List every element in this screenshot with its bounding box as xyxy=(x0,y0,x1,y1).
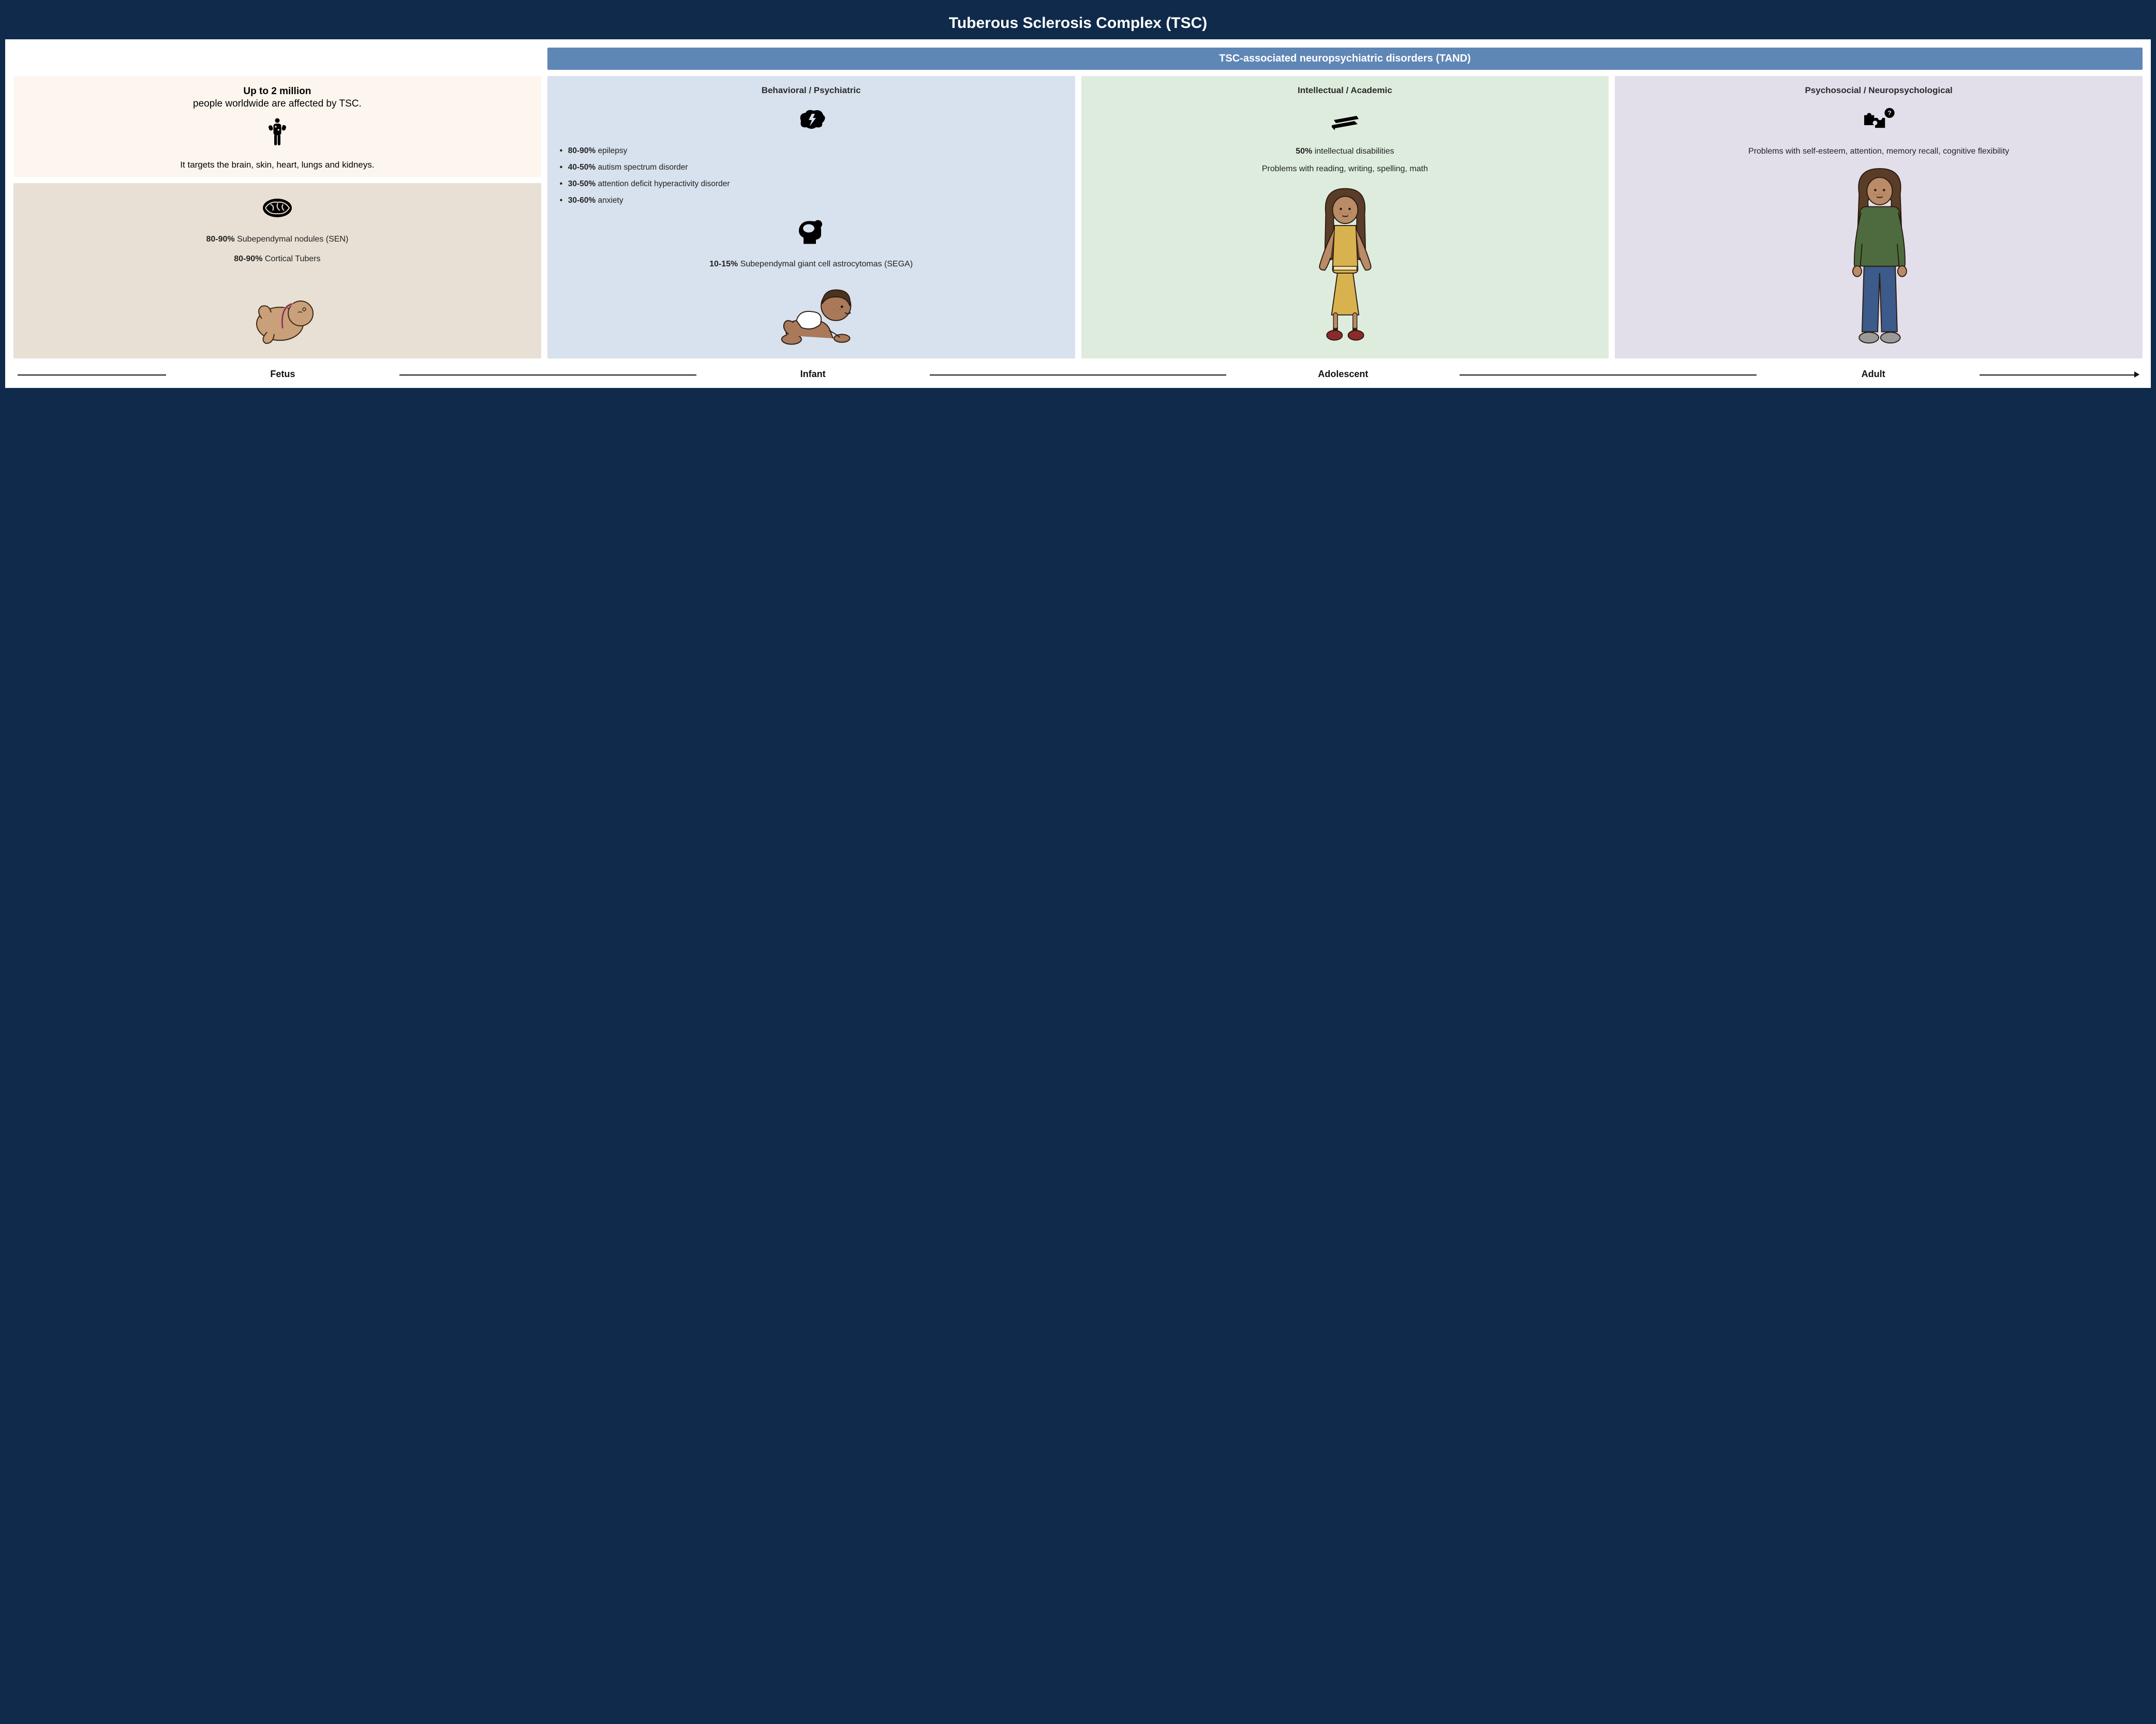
column-adolescent: Intellectual / Academic 50% intellectual… xyxy=(1081,76,1609,358)
intellectual-pct: 50% xyxy=(1296,147,1312,156)
svg-text:?: ? xyxy=(1887,110,1891,117)
tubers-pct: 80-90% xyxy=(234,254,262,263)
infographic-body: TSC-associated neuropsychiatric disorder… xyxy=(5,39,2151,388)
list-item: 80-90% epilepsy xyxy=(559,146,1067,156)
infant-illustration xyxy=(757,275,866,350)
behavioral-list: 80-90% epilepsy 40-50% autism spectrum d… xyxy=(556,146,1067,213)
timeline-stage: Infant xyxy=(548,369,1078,380)
brain-icon xyxy=(259,192,295,223)
timeline: Fetus Infant Adolescent Adult xyxy=(13,369,2143,380)
psychosocial-text: Problems with self-esteem, attention, me… xyxy=(1623,146,2134,157)
behavioral-title: Behavioral / Psychiatric xyxy=(556,85,1067,96)
column-fetus: Up to 2 million people worldwide are aff… xyxy=(13,76,541,358)
sen-label: Subependymal nodules (SEN) xyxy=(237,235,348,244)
intellectual-sub: Problems with reading, writing, spelling… xyxy=(1090,163,1601,175)
list-item: 30-50% attention deficit hyperactivity d… xyxy=(559,179,1067,189)
timeline-stage: Adolescent xyxy=(1078,369,1609,380)
books-icon xyxy=(1327,104,1363,135)
person-dots-icon xyxy=(259,117,295,148)
sega-pct: 10-15% xyxy=(709,260,738,268)
page-title: Tuberous Sclerosis Complex (TSC) xyxy=(5,5,2151,39)
sega-label: Subependymal giant cell astrocytomas (SE… xyxy=(740,260,913,268)
adult-illustration xyxy=(1835,166,1923,347)
puzzle-question-icon: ? xyxy=(1861,104,1897,135)
arrow-icon xyxy=(2134,371,2139,378)
intellectual-title: Intellectual / Academic xyxy=(1090,85,1601,96)
brain-bolt-icon xyxy=(793,104,829,135)
prevalence-rest: people worldwide are affected by TSC. xyxy=(193,98,362,109)
timeline-stage: Adult xyxy=(1608,369,2138,380)
panel-intellectual: Intellectual / Academic 50% intellectual… xyxy=(1081,76,1609,358)
panel-psychosocial: Psychosocial / Neuropsychological ? Prob… xyxy=(1615,76,2143,358)
head-tumor-icon xyxy=(793,217,829,248)
sen-pct: 80-90% xyxy=(206,235,234,244)
panel-fetus: 80-90% Subependymal nodules (SEN) 80-90%… xyxy=(13,183,541,359)
timeline-stage: Fetus xyxy=(18,369,548,380)
column-adult: Psychosocial / Neuropsychological ? Prob… xyxy=(1615,76,2143,358)
panel-prevalence: Up to 2 million people worldwide are aff… xyxy=(13,76,541,177)
column-infant: Behavioral / Psychiatric 80-90% epilepsy… xyxy=(547,76,1075,358)
fetus-illustration xyxy=(231,282,324,350)
tubers-label: Cortical Tubers xyxy=(265,254,321,263)
intellectual-lead: intellectual disabilities xyxy=(1315,147,1394,156)
prevalence-bold: Up to 2 million xyxy=(243,86,311,97)
tand-header: TSC-associated neuropsychiatric disorder… xyxy=(547,48,2143,70)
list-item: 40-50% autism spectrum disorder xyxy=(559,162,1067,173)
panel-behavioral: Behavioral / Psychiatric 80-90% epilepsy… xyxy=(547,76,1075,358)
adolescent-illustration xyxy=(1303,185,1386,345)
psychosocial-title: Psychosocial / Neuropsychological xyxy=(1623,85,2134,96)
prevalence-sub: It targets the brain, skin, heart, lungs… xyxy=(22,159,533,171)
list-item: 30-60% anxiety xyxy=(559,196,1067,206)
